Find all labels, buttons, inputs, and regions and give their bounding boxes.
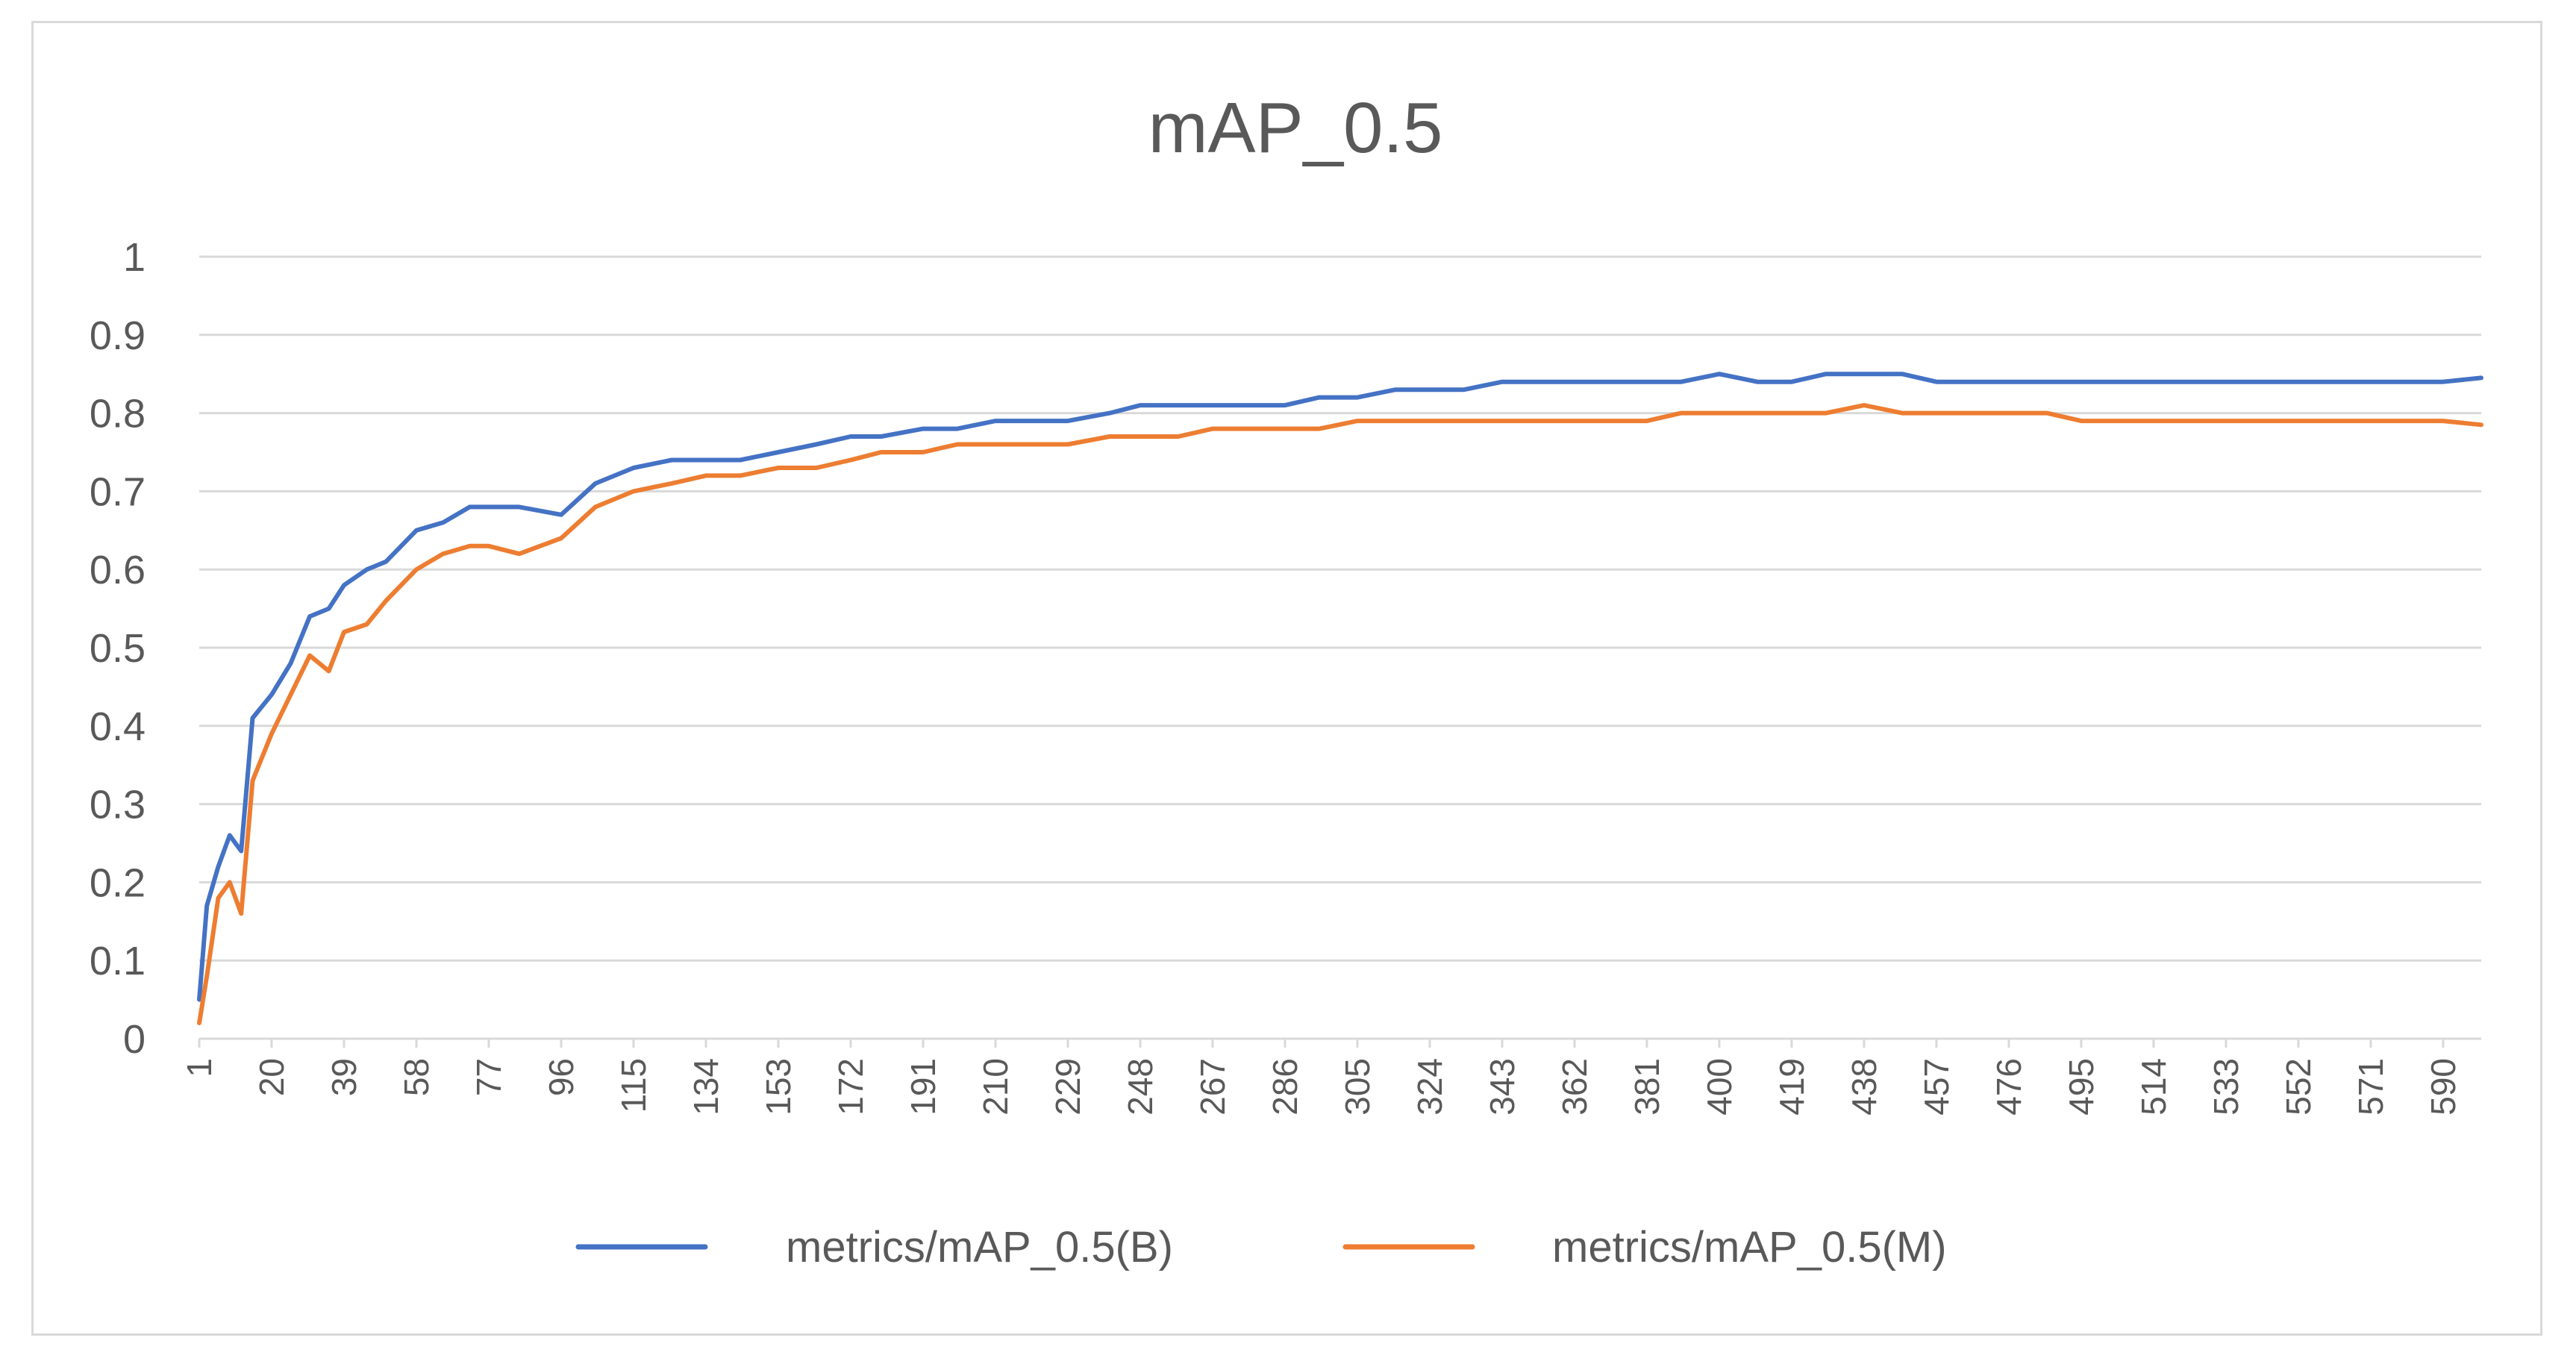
y-tick-label: 1	[123, 235, 146, 280]
grid-layer	[199, 255, 2481, 1040]
x-tick-label: 39	[325, 1058, 363, 1096]
x-tick-label: 305	[1338, 1058, 1377, 1116]
x-tick-label: 438	[1845, 1058, 1883, 1116]
x-tick-label: 96	[542, 1058, 581, 1096]
x-tick-label: 210	[976, 1058, 1015, 1116]
x-tick-label: 514	[2134, 1058, 2173, 1116]
legend-label-b: metrics/mAP_0.5(B)	[786, 1223, 1173, 1272]
x-tick-label: 400	[1700, 1058, 1739, 1116]
x-tick-label: 20	[252, 1058, 291, 1096]
y-tick-label: 0.5	[90, 626, 146, 671]
y-tick-label: 0.3	[90, 783, 146, 828]
x-tick-label: 153	[759, 1058, 798, 1116]
x-tick-label: 172	[831, 1058, 870, 1116]
x-tick-label: 571	[2351, 1058, 2390, 1116]
x-tick-label: 362	[1555, 1058, 1594, 1116]
x-tick-label: 115	[614, 1058, 653, 1113]
axis-layer: 0 0.1 0.2 0.3 0.4 0.5 0.6 0.7 0.8 0.9 1 1 20 39 58 77 96…	[90, 235, 2463, 1116]
y-tick-label: 0.8	[90, 392, 146, 437]
x-tick-label: 191	[904, 1058, 942, 1116]
x-tick-label: 533	[2207, 1058, 2245, 1116]
y-tick-label: 0	[123, 1017, 146, 1062]
legend-label-m: metrics/mAP_0.5(M)	[1552, 1223, 1947, 1272]
x-tick-label: 590	[2424, 1058, 2463, 1116]
x-tick-label: 457	[1917, 1058, 1956, 1116]
x-tick-label: 476	[1989, 1058, 2028, 1116]
x-tick-label: 58	[397, 1058, 436, 1096]
x-tick-label: 134	[687, 1058, 725, 1116]
y-tick-label: 0.1	[90, 939, 146, 983]
chart-svg: mAP_0.5 0 0.1 0.2 0.3 0.4 0.5 0.6 0.7 0.8 0.9 1 1 20…	[90, 88, 2483, 1272]
x-tick-label: 1	[180, 1058, 219, 1077]
y-tick-label: 0.6	[90, 548, 146, 592]
x-tick-label: 552	[2279, 1058, 2318, 1116]
x-tick-label: 229	[1048, 1058, 1087, 1116]
series-line-b	[197, 372, 2483, 1002]
chart-title: mAP_0.5	[1148, 88, 1443, 168]
legend: metrics/mAP_0.5(B) metrics/mAP_0.5(M)	[575, 1223, 1947, 1272]
x-tick-label: 267	[1193, 1058, 1232, 1116]
chart-frame: mAP_0.5 0 0.1 0.2 0.3 0.4 0.5 0.6 0.7 0.8 0.9 1 1 20…	[31, 21, 2542, 1336]
series-line-m	[197, 403, 2483, 1025]
x-tick-label: 495	[2062, 1058, 2101, 1116]
y-tick-label: 0.4	[90, 704, 146, 749]
x-tick-label: 77	[469, 1058, 508, 1096]
y-tick-label: 0.7	[90, 469, 146, 514]
x-tick-label: 248	[1121, 1058, 1160, 1116]
x-tick-label: 381	[1628, 1058, 1666, 1116]
x-tick-label: 324	[1410, 1058, 1449, 1116]
y-tick-label: 0.9	[90, 313, 146, 358]
y-tick-label: 0.2	[90, 860, 146, 905]
x-tick-label: 286	[1266, 1058, 1304, 1116]
x-tick-label: 419	[1772, 1058, 1811, 1116]
x-tick-label: 343	[1483, 1058, 1522, 1116]
series-layer	[197, 372, 2483, 1025]
